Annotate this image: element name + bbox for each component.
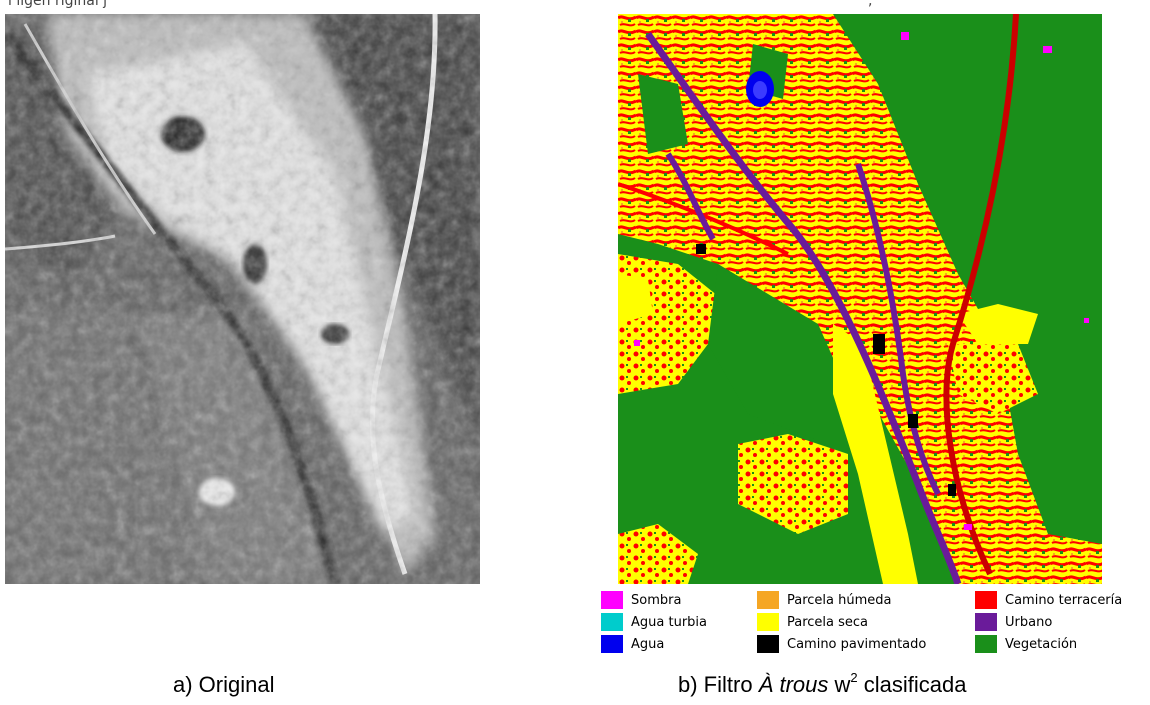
legend-item: Parcela seca bbox=[757, 612, 868, 632]
cropped-top-text: l ligen riginal j , bbox=[0, 0, 1150, 9]
legend-swatch bbox=[757, 613, 779, 631]
caption-b-w: w bbox=[828, 672, 851, 697]
legend-label: Sombra bbox=[631, 592, 682, 608]
legend-item: Camino terracería bbox=[975, 590, 1122, 610]
legend-item: Parcela húmeda bbox=[757, 590, 892, 610]
caption-b-suffix: clasificada bbox=[857, 672, 967, 697]
legend-item: Sombra bbox=[601, 590, 681, 610]
legend-label: Agua turbia bbox=[631, 614, 707, 630]
legend-item: Agua bbox=[601, 634, 664, 654]
legend-label: Agua bbox=[631, 636, 665, 652]
legend-label: Camino terracería bbox=[1005, 592, 1123, 608]
legend-label: Parcela húmeda bbox=[787, 592, 892, 608]
legend-swatch bbox=[757, 591, 779, 609]
caption-b-superscript: 2 bbox=[850, 670, 858, 685]
legend-label: Urbano bbox=[1005, 614, 1053, 630]
legend-swatch bbox=[601, 591, 623, 609]
legend-item: Urbano bbox=[975, 612, 1052, 632]
legend-swatch bbox=[757, 635, 779, 653]
legend-swatch bbox=[975, 635, 997, 653]
legend-label: Vegetación bbox=[1005, 636, 1078, 652]
caption-b-italic: À trous bbox=[758, 672, 829, 697]
legend-label: Camino pavimentado bbox=[787, 636, 927, 652]
legend-swatch bbox=[601, 613, 623, 631]
legend-swatch bbox=[975, 613, 997, 631]
legend-label: Parcela seca bbox=[787, 614, 869, 630]
legend-item: Camino pavimentado bbox=[757, 634, 926, 654]
cropped-text-left: l ligen riginal j bbox=[8, 0, 108, 9]
original-satellite-image bbox=[5, 14, 480, 584]
caption-original: a) Original bbox=[173, 672, 275, 697]
legend-swatch bbox=[601, 635, 623, 653]
legend-item: Vegetación bbox=[975, 634, 1077, 654]
classification-legend: Sombra Agua turbia Agua Parcela húmeda P… bbox=[601, 590, 1146, 660]
legend-swatch bbox=[975, 591, 997, 609]
classified-map-image bbox=[618, 14, 1102, 584]
caption-b-prefix: b) Filtro bbox=[678, 672, 759, 697]
legend-item: Agua turbia bbox=[601, 612, 707, 632]
caption-classified: b) Filtro À trous w2 clasificada bbox=[678, 670, 967, 698]
cropped-text-right: , bbox=[868, 0, 873, 9]
